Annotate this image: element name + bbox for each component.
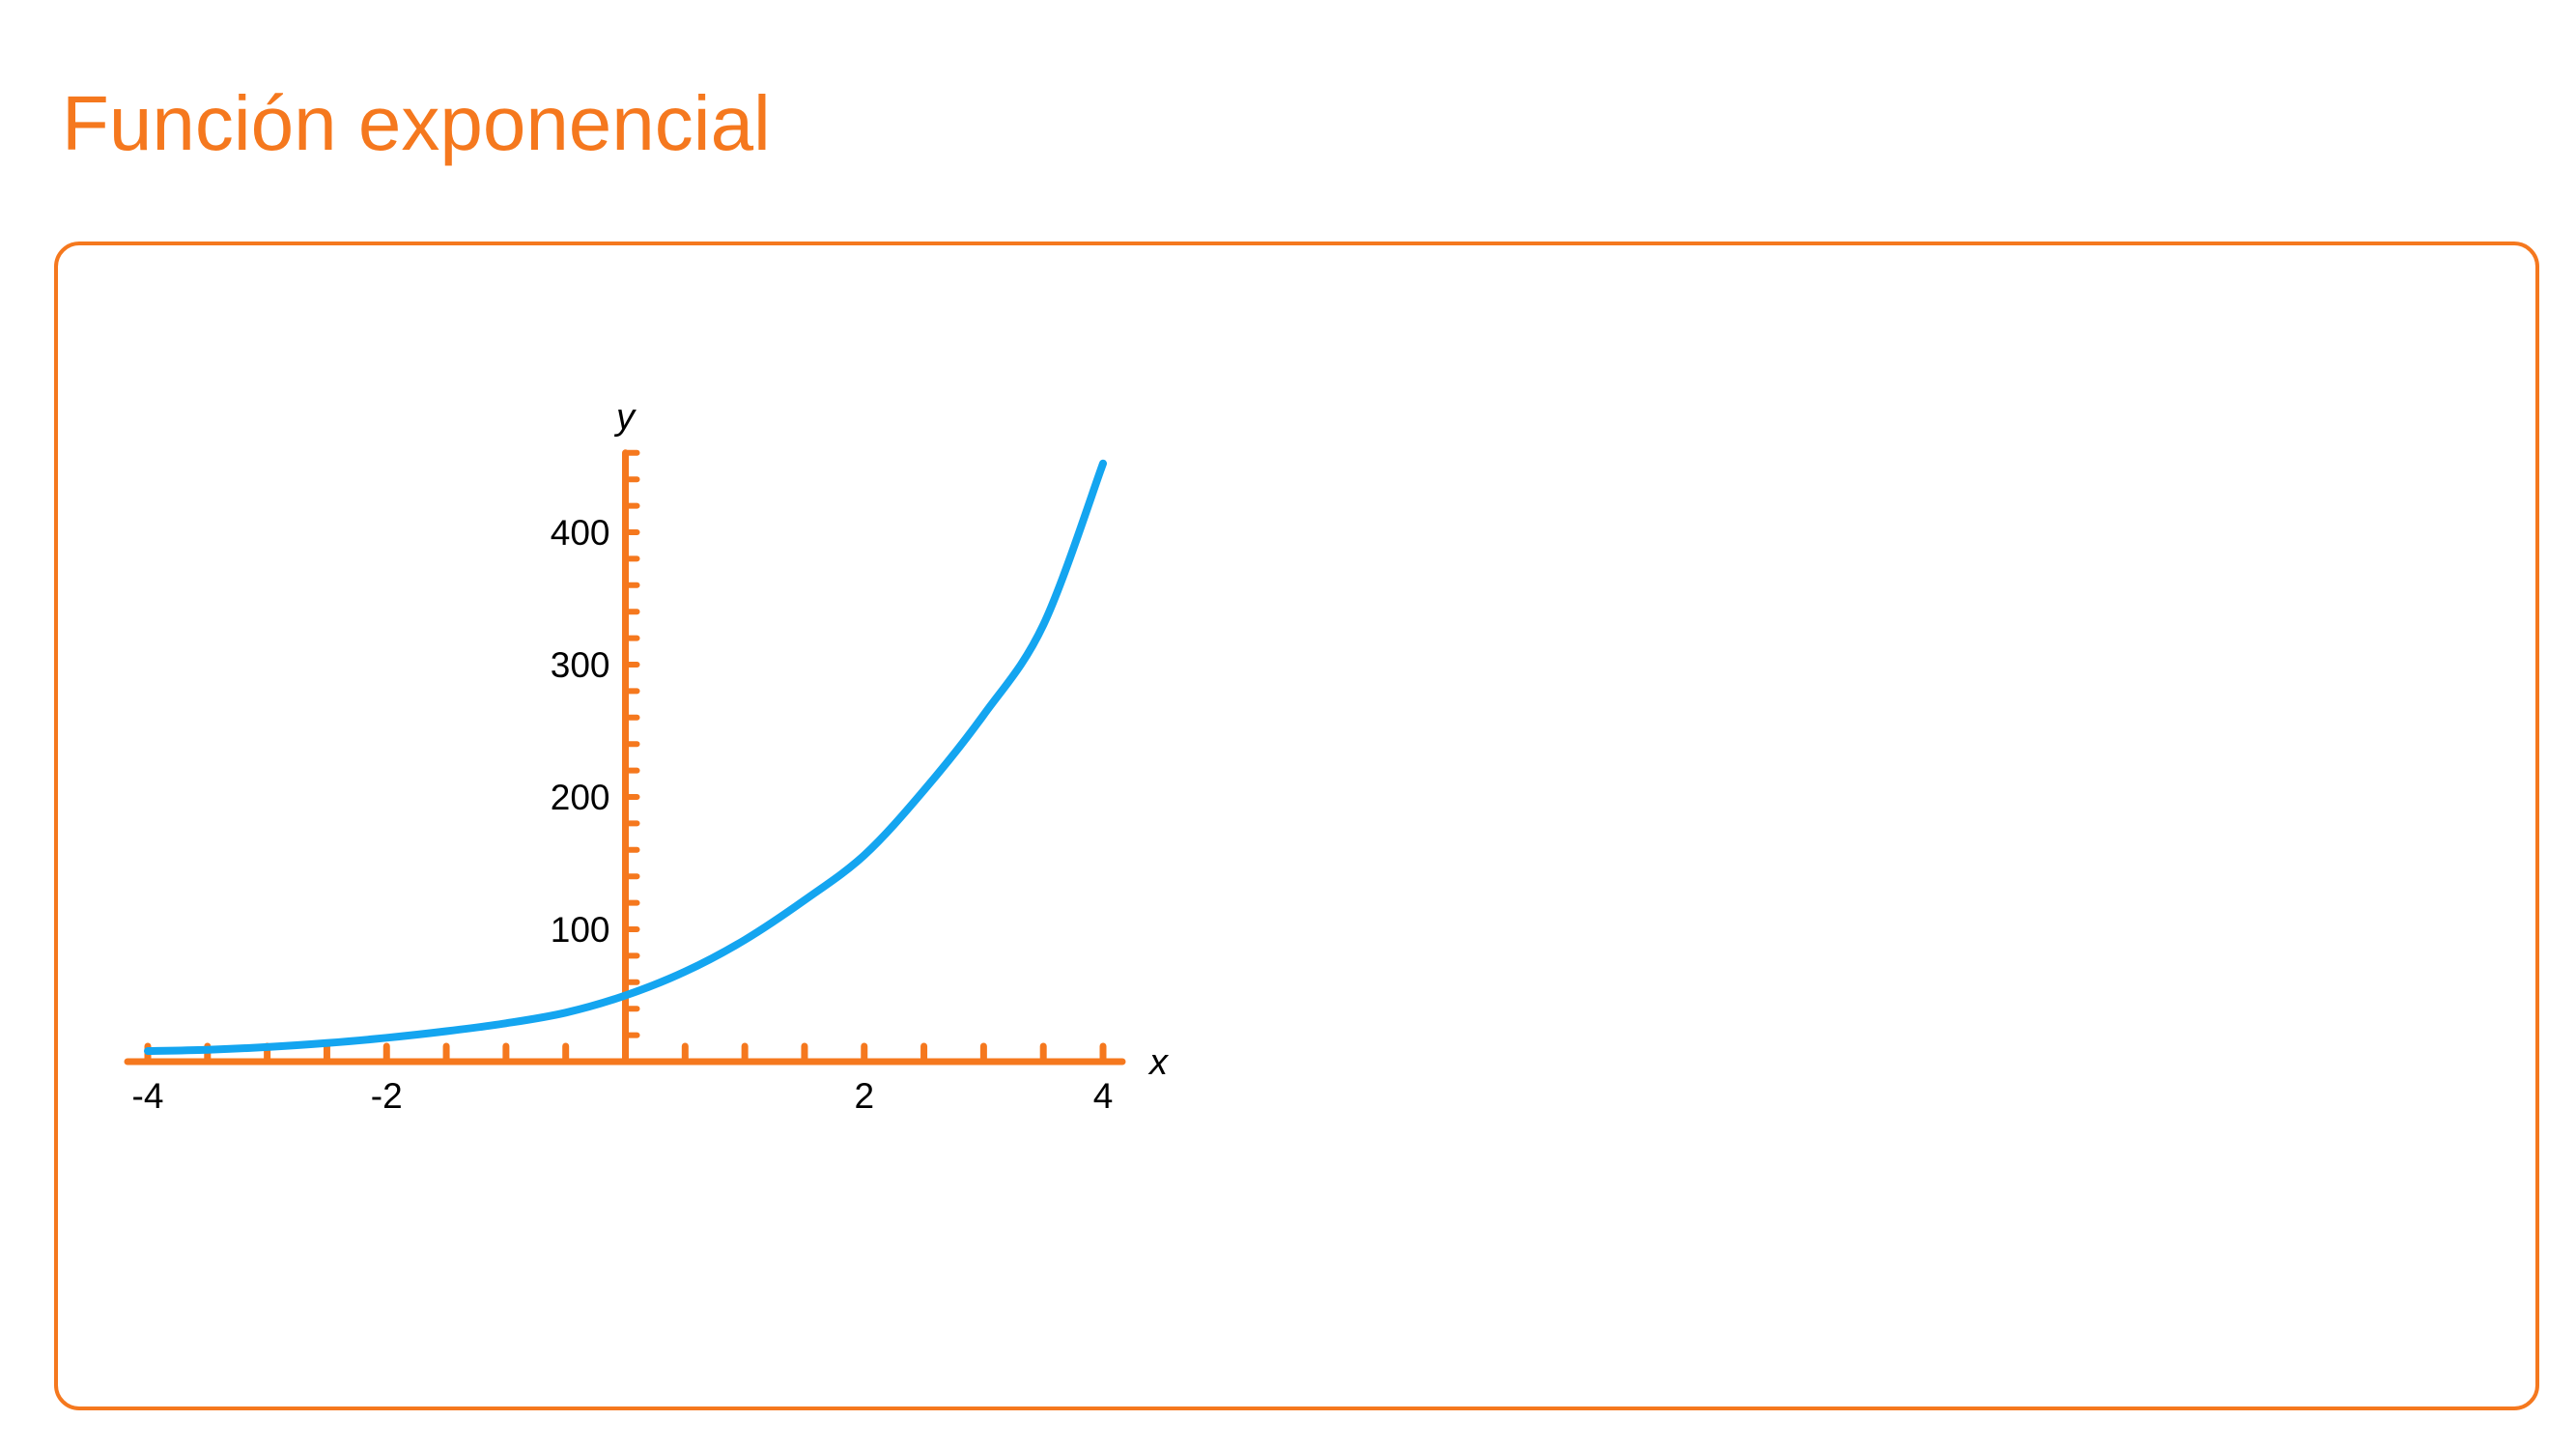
page-title: Función exponencial [62,80,771,166]
y-axis-label: y [613,397,637,438]
x-tick-label: -4 [132,1076,164,1116]
x-tick-label: 4 [1093,1076,1114,1116]
x-axis-label: x [1147,1042,1170,1083]
y-tick-label: 100 [551,910,610,950]
x-tick-label: 2 [854,1076,874,1116]
graph-panel: -4 -2 2 4 100 200 300 400 x y [54,242,2539,1410]
exponential-chart: -4 -2 2 4 100 200 300 400 x y [124,397,1170,1116]
exponential-curve [144,459,1107,1055]
y-tick-label: 300 [551,645,610,685]
y-tick-label: 200 [551,778,610,817]
y-tick-label: 400 [551,513,610,553]
x-tick-label: -2 [371,1076,403,1116]
